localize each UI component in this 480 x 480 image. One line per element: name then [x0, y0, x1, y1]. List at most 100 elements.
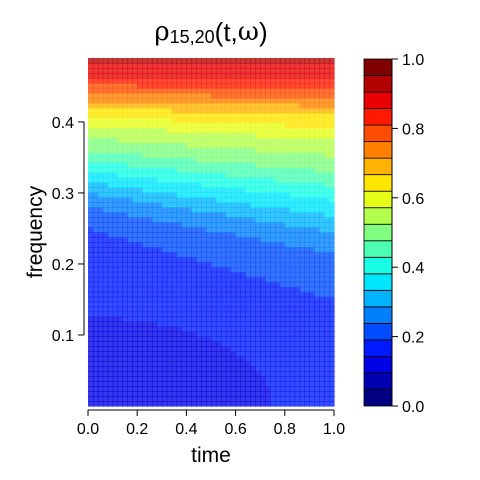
- heatmap-cell: [181, 361, 187, 367]
- heatmap-cell: [220, 172, 227, 178]
- heatmap-cell: [255, 396, 261, 402]
- heatmap-cell: [206, 197, 212, 203]
- heatmap-cell: [270, 366, 276, 372]
- heatmap-cell: [215, 341, 222, 347]
- heatmap-cell: [107, 271, 114, 278]
- heatmap-cell: [304, 212, 310, 218]
- heatmap-cell: [122, 147, 128, 154]
- heatmap-cell: [171, 58, 178, 64]
- heatmap-cell: [260, 271, 266, 278]
- heatmap-cell: [166, 251, 173, 258]
- heatmap-cell: [230, 142, 237, 149]
- heatmap-cell: [161, 386, 168, 392]
- heatmap-cell: [97, 152, 104, 159]
- heatmap-cell: [151, 58, 158, 64]
- heatmap-cell: [88, 316, 94, 323]
- heatmap-cell: [329, 276, 335, 283]
- heatmap-cell: [196, 102, 202, 109]
- heatmap-cell: [127, 256, 133, 263]
- heatmap-cell: [250, 207, 256, 213]
- heatmap-cell: [117, 276, 124, 283]
- heatmap-cell: [112, 172, 119, 178]
- heatmap-cell: [245, 87, 251, 94]
- heatmap-cell: [235, 162, 242, 168]
- heatmap-cell: [304, 72, 310, 79]
- heatmap-cell: [201, 232, 207, 238]
- heatmap-cell: [122, 351, 128, 357]
- heatmap-cell: [245, 232, 251, 238]
- heatmap-cell: [127, 381, 133, 387]
- heatmap-cell: [102, 391, 109, 397]
- heatmap-cell: [265, 227, 271, 233]
- heatmap-cell: [186, 236, 192, 243]
- heatmap-cell: [279, 122, 286, 129]
- heatmap-cell: [102, 97, 109, 104]
- heatmap-cell: [196, 396, 202, 402]
- heatmap-cell: [279, 127, 286, 134]
- heatmap-cell: [294, 77, 301, 84]
- heatmap-cell: [245, 187, 251, 193]
- heatmap-cell: [196, 256, 202, 263]
- heatmap-cell: [117, 117, 124, 124]
- heatmap-cell: [314, 187, 320, 193]
- heatmap-cell: [260, 202, 266, 208]
- heatmap-cell: [225, 232, 232, 238]
- colorbar-swatch: [363, 256, 393, 275]
- heatmap-cell: [171, 261, 178, 268]
- heatmap-cell: [102, 281, 109, 288]
- heatmap-cell: [255, 361, 261, 367]
- heatmap-cell: [265, 241, 271, 248]
- heatmap-cell: [151, 162, 158, 168]
- heatmap-cell: [265, 187, 271, 193]
- heatmap-cell: [92, 77, 99, 84]
- heatmap-cell: [102, 147, 109, 154]
- heatmap-cell: [156, 376, 163, 382]
- heatmap-cell: [127, 331, 133, 337]
- heatmap-cell: [274, 311, 281, 318]
- heatmap-cell: [102, 112, 109, 119]
- heatmap-cell: [102, 207, 109, 213]
- heatmap-cell: [265, 232, 271, 238]
- heatmap-cell: [314, 102, 320, 109]
- heatmap-cell: [166, 137, 173, 144]
- heatmap-cell: [265, 107, 271, 114]
- heatmap-cell: [324, 207, 330, 213]
- heatmap-cell: [270, 236, 276, 243]
- heatmap-cell: [255, 217, 261, 223]
- heatmap-cell: [270, 102, 276, 109]
- heatmap-cell: [201, 172, 207, 178]
- heatmap-cell: [329, 227, 335, 233]
- heatmap-cell: [166, 102, 173, 109]
- heatmap-cell: [151, 306, 158, 313]
- heatmap-cell: [92, 97, 99, 104]
- heatmap-cell: [274, 227, 281, 233]
- heatmap-cell: [260, 77, 266, 84]
- heatmap-cell: [132, 232, 138, 238]
- heatmap-cell: [225, 112, 232, 119]
- colorbar: [363, 58, 393, 407]
- heatmap-cell: [250, 227, 256, 233]
- heatmap-cell: [279, 261, 286, 268]
- heatmap-cell: [88, 147, 94, 154]
- heatmap-cell: [132, 157, 138, 163]
- heatmap-cell: [245, 132, 251, 139]
- heatmap-cell: [294, 202, 301, 208]
- heatmap-cell: [240, 306, 247, 313]
- heatmap-cell: [142, 67, 148, 74]
- heatmap-cell: [186, 197, 192, 203]
- heatmap-cell: [206, 147, 212, 154]
- heatmap-cell: [329, 281, 335, 288]
- heatmap-cell: [319, 351, 325, 357]
- heatmap-cell: [329, 87, 335, 94]
- heatmap-cell: [329, 127, 335, 134]
- heatmap-cell: [181, 281, 187, 288]
- heatmap-cell: [142, 401, 148, 407]
- heatmap-cell: [225, 72, 232, 79]
- heatmap-cell: [314, 152, 320, 159]
- heatmap-cell: [289, 142, 296, 149]
- heatmap-cell: [97, 222, 104, 228]
- heatmap-cell: [132, 177, 138, 183]
- heatmap-cell: [294, 227, 301, 233]
- heatmap-cell: [156, 306, 163, 313]
- heatmap-cell: [309, 236, 315, 243]
